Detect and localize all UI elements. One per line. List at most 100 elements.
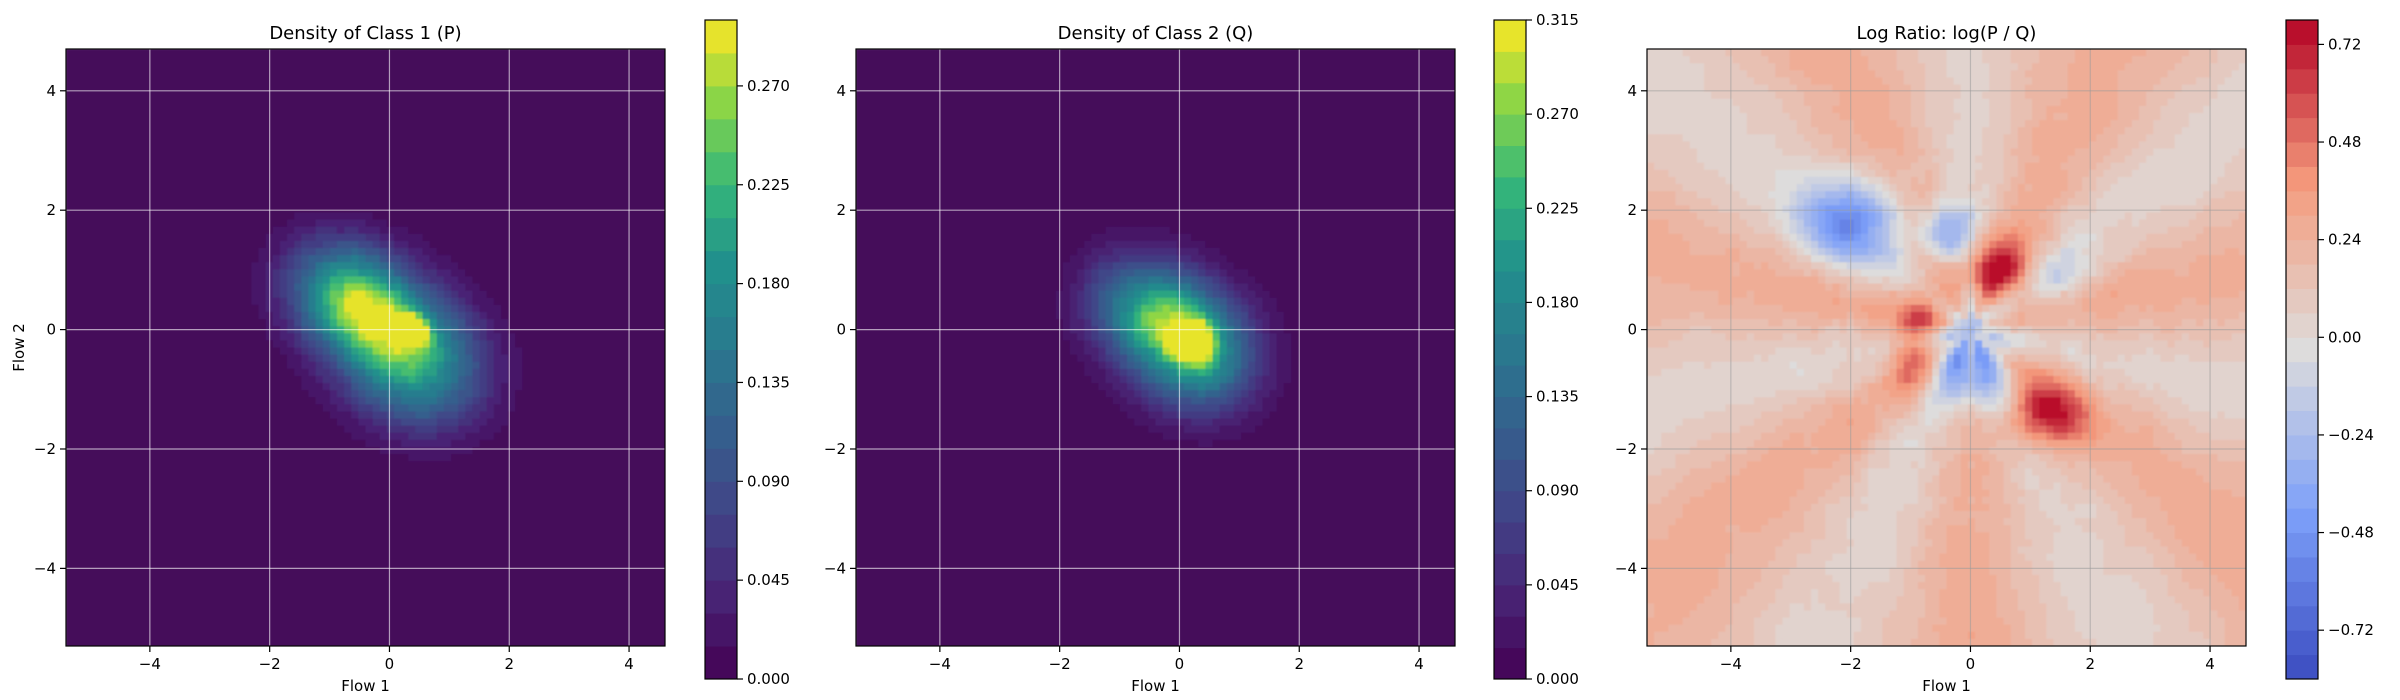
colorbar-level [705, 415, 737, 449]
colorbar-level [705, 20, 737, 54]
colorbar-level [705, 184, 737, 219]
colorbar-tick-label: 0.000 [747, 670, 790, 688]
density-field [1647, 49, 2246, 646]
y-tick-label: 4 [1627, 82, 1637, 100]
x-tick-label: 4 [1414, 655, 1424, 673]
colorbar-level [705, 448, 737, 482]
colorbar-level [1494, 553, 1526, 586]
colorbar-level [2286, 142, 2318, 167]
colorbar-level [1494, 396, 1526, 429]
y-tick-label: 4 [46, 82, 56, 100]
colorbar-tick-label: 0.090 [1536, 482, 1579, 500]
y-axis-label: Flow 2 [10, 323, 28, 372]
colorbar-level [2286, 630, 2318, 656]
colorbar-level [1494, 584, 1526, 617]
colorbar-level [1494, 82, 1526, 115]
x-axis-label: Flow 1 [1922, 677, 1971, 695]
x-tick-label: 0 [385, 655, 395, 673]
colorbar-level [1494, 365, 1526, 398]
colorbar-level [705, 118, 737, 153]
plot-frame [1646, 48, 2247, 647]
panel-title: Log Ratio: log(P / Q) [1857, 23, 2037, 44]
colorbar-level [705, 646, 737, 680]
colorbar-level [2286, 312, 2318, 338]
x-tick-label: 2 [1294, 655, 1304, 673]
y-tick-label: 2 [836, 201, 846, 219]
colorbar-level [2286, 434, 2318, 460]
x-tick-label: 2 [2085, 655, 2095, 673]
x-tick-label: −2 [1049, 655, 1071, 673]
panel-title: Density of Class 2 (Q) [1058, 23, 1254, 44]
y-tick-label: 2 [46, 201, 56, 219]
colorbar-tick-label: 0.135 [747, 373, 790, 391]
colorbar-tick-label: 0.180 [747, 275, 790, 293]
colorbar-level [705, 151, 737, 186]
colorbar-tick-label: 0.180 [1536, 293, 1579, 311]
colorbar-tick-label: 0.225 [747, 176, 790, 194]
density-field [856, 49, 1455, 646]
y-tick-label: −4 [1615, 559, 1637, 577]
colorbar-level [2286, 337, 2318, 363]
colorbar-level [1494, 333, 1526, 366]
panel-2: −4 −2 0 2 4 −4 −2 0 2 4 Density of Class 2 (Q) Flow… [824, 11, 1579, 695]
colorbar-tick-label: 0.72 [2328, 35, 2361, 53]
panel-title: Density of Class 1 (P) [269, 23, 461, 44]
colorbar-level [2286, 508, 2318, 534]
colorbar-tick-label: 0.00 [2328, 328, 2361, 346]
colorbar-level [1494, 616, 1526, 649]
colorbar: −0.72 −0.48 −0.24 0.00 0.24 0.48 0.72 [2285, 19, 2374, 680]
colorbar-level [1494, 208, 1526, 241]
x-tick-label: −4 [1720, 655, 1742, 673]
colorbar-level [2286, 581, 2318, 607]
x-tick-label: 2 [504, 655, 514, 673]
colorbar-level [705, 481, 737, 515]
colorbar-level [705, 85, 737, 120]
colorbar-level [705, 382, 737, 416]
colorbar-level [2286, 20, 2318, 45]
colorbar-level [2286, 410, 2318, 436]
x-tick-label: 0 [1175, 655, 1185, 673]
colorbar-tick-label: 0.045 [747, 571, 790, 589]
density-field [66, 49, 665, 646]
colorbar-tick-label: −0.24 [2328, 426, 2374, 444]
colorbar-level [2286, 386, 2318, 412]
colorbar-tick-label: 0.270 [747, 77, 790, 95]
colorbar-level [2286, 215, 2318, 241]
colorbar-level [705, 52, 737, 87]
y-tick-label: −2 [824, 440, 846, 458]
colorbar-level [1494, 239, 1526, 272]
panel-3: −4 −2 0 2 4 −4 −2 0 2 4 Log Ratio: log(P / Q) Flow … [1615, 19, 2374, 695]
colorbar-level [705, 283, 737, 318]
y-tick-label: 2 [1627, 201, 1637, 219]
colorbar-level [1494, 427, 1526, 460]
colorbar-level [1494, 271, 1526, 303]
colorbar-tick-label: 0.315 [1536, 11, 1579, 29]
colorbar-level [1494, 145, 1526, 178]
colorbar-level [705, 316, 737, 350]
colorbar-level [2286, 288, 2318, 314]
colorbar-frame [1493, 19, 1527, 680]
colorbar-level [705, 250, 737, 285]
colorbar-level [1494, 302, 1526, 335]
y-tick-label: −4 [824, 559, 846, 577]
colorbar-level [705, 547, 737, 581]
colorbar-tick-label: 0.270 [1536, 105, 1579, 123]
plot-frame [855, 48, 1456, 647]
colorbar-level [2286, 117, 2318, 143]
colorbar-level [2286, 361, 2318, 387]
x-tick-label: 4 [2205, 655, 2215, 673]
colorbar-level [2286, 654, 2318, 680]
colorbar-level [2286, 483, 2318, 509]
colorbar-level [1494, 20, 1526, 52]
colorbar-level [2286, 459, 2318, 485]
colorbar-level [1494, 176, 1526, 209]
y-tick-label: −2 [34, 440, 56, 458]
x-axis-label: Flow 1 [1131, 677, 1180, 695]
colorbar-level [705, 217, 737, 252]
colorbar-level [1494, 51, 1526, 84]
colorbar-level [705, 349, 737, 383]
colorbar: 0.000 0.045 0.090 0.135 0.180 0.225 0.270 0.315 [1493, 11, 1579, 688]
colorbar-tick-label: 0.225 [1536, 199, 1579, 217]
y-tick-label: 0 [1627, 321, 1637, 339]
